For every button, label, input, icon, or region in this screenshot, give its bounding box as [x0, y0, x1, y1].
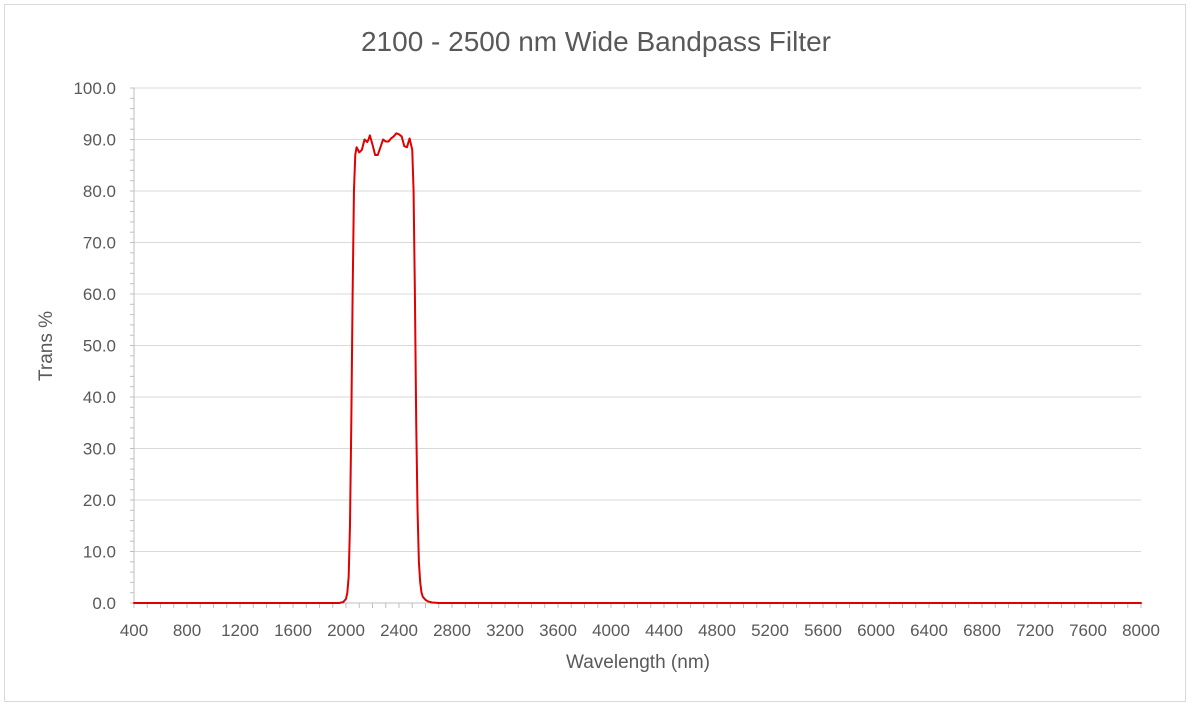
y-tick-label: 30.0 — [83, 440, 116, 459]
x-tick-label: 4400 — [645, 621, 683, 640]
x-tick-label: 800 — [173, 621, 201, 640]
y-tick-label: 80.0 — [83, 182, 116, 201]
x-tick-label: 4000 — [592, 621, 630, 640]
y-tick-label: 60.0 — [83, 285, 116, 304]
x-tick-label: 2800 — [433, 621, 471, 640]
x-tick-label: 2400 — [380, 621, 418, 640]
gridlines — [134, 87, 1141, 552]
x-tick-label: 5600 — [804, 621, 842, 640]
series-layer — [133, 132, 1142, 604]
x-tick-label: 6400 — [910, 621, 948, 640]
y-tick-label: 0.0 — [92, 594, 116, 613]
x-tick-label: 5200 — [751, 621, 789, 640]
x-tick-label: 2000 — [327, 621, 365, 640]
y-tick-label: 20.0 — [83, 491, 116, 510]
y-tick-label: 40.0 — [83, 388, 116, 407]
axes — [130, 87, 1142, 608]
y-tick-label: 90.0 — [83, 131, 116, 150]
x-tick-label: 4800 — [698, 621, 736, 640]
x-tick-label: 1600 — [274, 621, 312, 640]
y-tick-label: 70.0 — [83, 234, 116, 253]
y-tick-label: 100.0 — [73, 79, 116, 98]
x-tick-labels: 400 800 1200 1600 2000 2400 2800 3200 3600 4000 44… — [120, 621, 1160, 640]
y-tick-label: 10.0 — [83, 543, 116, 562]
chart-title: 2100 - 2500 nm Wide Bandpass Filter — [361, 26, 831, 57]
x-tick-label: 7200 — [1016, 621, 1054, 640]
y-axis-title: Trans % — [36, 311, 57, 381]
x-tick-label: 3200 — [486, 621, 524, 640]
x-tick-label: 8000 — [1122, 621, 1160, 640]
y-tick-label: 50.0 — [83, 337, 116, 356]
x-tick-label: 6800 — [963, 621, 1001, 640]
chart-frame — [4, 4, 1186, 702]
x-tick-label: 400 — [120, 621, 148, 640]
x-tick-label: 6000 — [857, 621, 895, 640]
series-line — [133, 132, 1142, 604]
x-axis-title: Wavelength (nm) — [566, 652, 710, 673]
y-tick-labels: 0.0 10.0 20.0 30.0 40.0 50.0 60.0 70.0 80.0 90.0 1… — [73, 79, 116, 613]
x-tick-label: 3600 — [539, 621, 577, 640]
x-tick-label: 1200 — [221, 621, 259, 640]
x-tick-label: 7600 — [1069, 621, 1107, 640]
